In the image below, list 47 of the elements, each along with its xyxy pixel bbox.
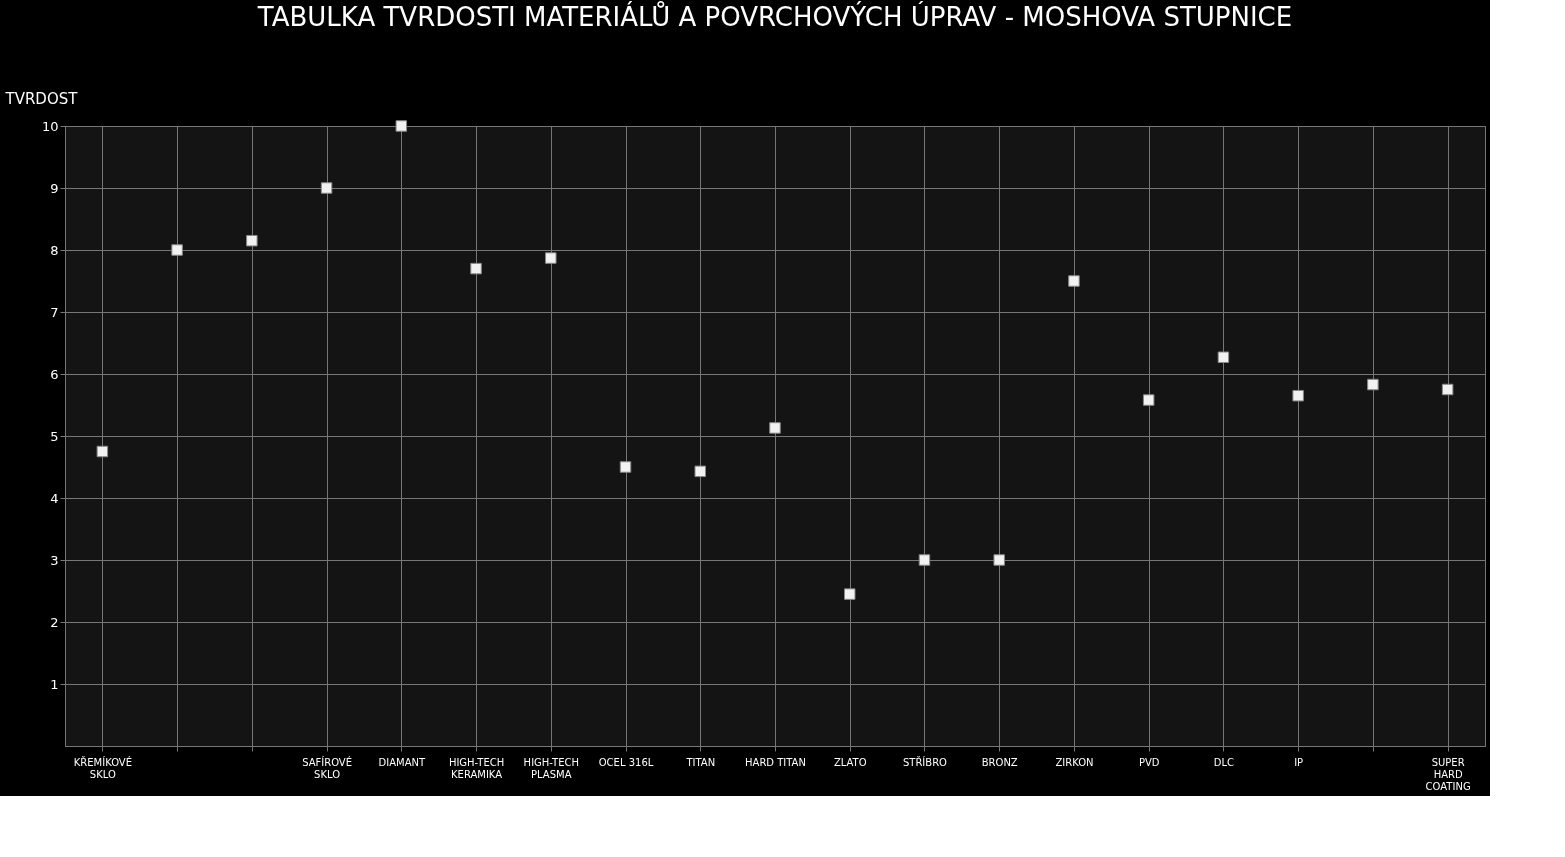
- point: [171, 244, 183, 256]
- x-tick-label: SUPER HARD COATING: [1425, 756, 1471, 792]
- point: [843, 588, 856, 600]
- point: [470, 262, 482, 275]
- x-tick-label: ZIRKON: [1055, 756, 1094, 768]
- y-tick-label: 2: [50, 614, 59, 630]
- point: [918, 554, 931, 566]
- x-tick-label: SAFÍROVÉ SKLO: [302, 755, 353, 780]
- y-tick-label: 10: [41, 118, 59, 134]
- y-tick-label: 9: [50, 180, 59, 196]
- point: [395, 120, 408, 132]
- point: [1292, 389, 1304, 402]
- x-tick-label: TITAN: [685, 756, 716, 768]
- x-tick-label: ZLATO: [833, 756, 867, 768]
- y-axis-title: TVRDOST: [4, 89, 79, 108]
- point: [1217, 351, 1230, 363]
- x-tick-label: DLC: [1213, 756, 1235, 768]
- point: [1441, 383, 1454, 396]
- point: [619, 461, 632, 473]
- x-tick-label: KŘEMÍKOVÉ SKLO: [73, 755, 133, 780]
- point: [1068, 275, 1080, 287]
- x-tick-label: DIAMANT: [378, 756, 426, 768]
- chart-title: TABULKA TVRDOSTI MATERIÁLŮ A POVRCHOVÝCH ÚPRAV - MOSHOVA STUPNICE: [256, 1, 1293, 32]
- point: [545, 252, 557, 264]
- y-tick-label: 6: [50, 366, 59, 382]
- x-tick-label: HARD TITAN: [745, 756, 806, 768]
- x-tick-label: PVD: [1138, 756, 1160, 768]
- x-tick-label: HIGH-TECH KERAMIKA: [448, 756, 505, 780]
- point: [1142, 394, 1155, 406]
- point: [993, 554, 1005, 566]
- x-tick-label: BRONZ: [981, 756, 1018, 768]
- point: [320, 182, 333, 194]
- y-tick-label: 8: [50, 242, 59, 258]
- point: [96, 445, 109, 458]
- point: [769, 422, 781, 434]
- y-tick-label: 4: [50, 490, 59, 506]
- point: [694, 465, 707, 478]
- point: [1367, 378, 1379, 391]
- point: [246, 234, 258, 247]
- x-tick-label: OCEL 316L: [598, 756, 654, 768]
- x-tick-label: STŘÍBRO: [902, 755, 948, 768]
- x-tick-label: IP: [1294, 756, 1304, 768]
- y-tick-label: 1: [50, 676, 59, 692]
- y-tick-label: 5: [50, 428, 59, 444]
- y-tick-label: 7: [50, 304, 59, 320]
- x-tick-label: HIGH-TECH PLASMA: [523, 756, 579, 780]
- y-tick-label: 3: [50, 552, 59, 568]
